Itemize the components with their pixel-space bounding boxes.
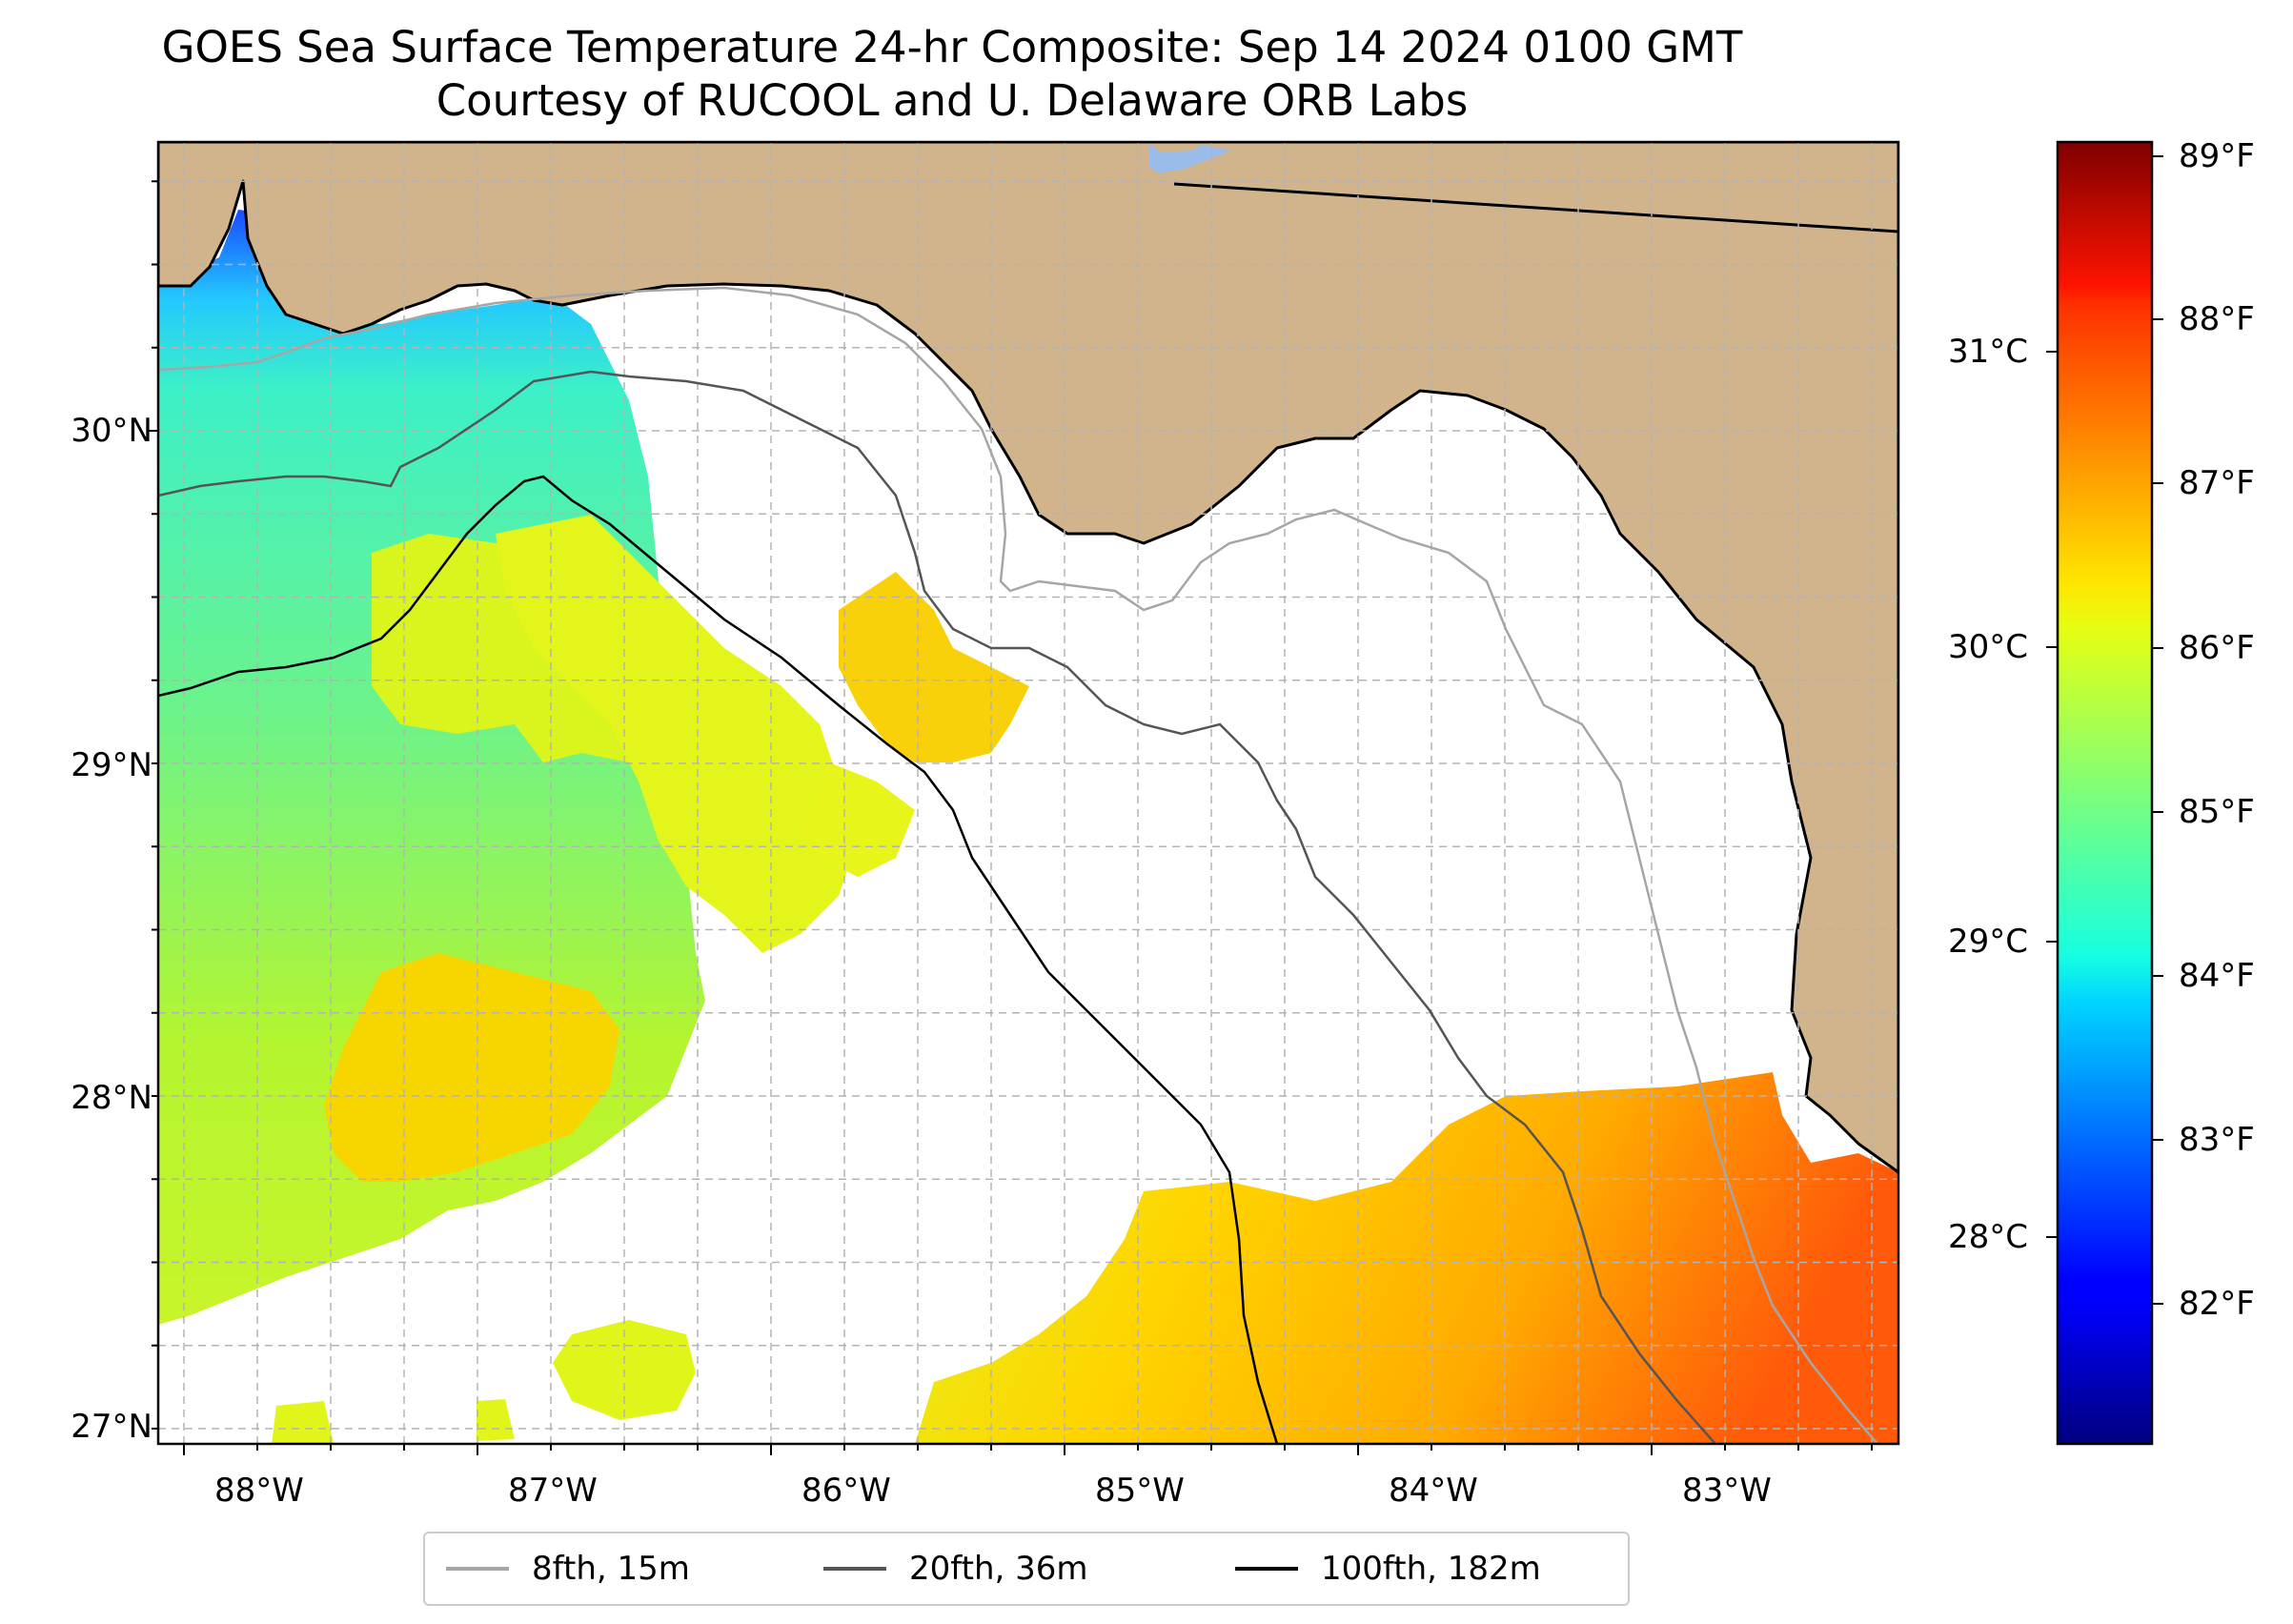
map-gridlines xyxy=(158,142,1898,1444)
legend-label-100fth: 100fth, 182m xyxy=(1321,1550,1541,1588)
isobath-20fth xyxy=(158,370,1716,1444)
legend-label-20fth: 20fth, 36m xyxy=(909,1550,1088,1588)
legend-item-100fth: 100fth, 182m xyxy=(1235,1533,1541,1604)
figure-subtitle: Courtesy of RUCOOL and U. Delaware ORB L… xyxy=(436,75,1469,126)
colorbar-label-87f: 87°F xyxy=(2179,464,2255,502)
map-frame xyxy=(156,140,1900,1446)
figure-title: GOES Sea Surface Temperature 24-hr Compo… xyxy=(161,22,1743,72)
legend-swatch-100fth xyxy=(1235,1567,1298,1571)
colorbar-label-30c: 30°C xyxy=(1947,628,2028,666)
lon-label-83w: 83°W xyxy=(1682,1472,1772,1510)
colorbar-label-28c: 28°C xyxy=(1947,1218,2028,1256)
colorbar xyxy=(2056,140,2154,1446)
colorbar-label-86f: 86°F xyxy=(2179,629,2255,667)
colorbar-label-31c: 31°C xyxy=(1947,333,2028,371)
colorbar-label-84f: 84°F xyxy=(2179,957,2255,995)
sst-tiny-south-patch xyxy=(272,1401,334,1444)
lon-label-85w: 85°W xyxy=(1095,1472,1185,1510)
lon-label-84w: 84°W xyxy=(1389,1472,1478,1510)
sst-southeast-warm xyxy=(915,1072,1898,1444)
isobath-8fth xyxy=(158,286,1878,1444)
sst-midshelf-patch xyxy=(496,515,858,953)
legend-swatch-20fth xyxy=(823,1567,886,1571)
colorbar-label-83f: 83°F xyxy=(2179,1121,2255,1159)
lat-label-29n: 29°N xyxy=(71,746,152,784)
legend-item-8fth: 8fth, 15m xyxy=(446,1533,690,1604)
isobath-100fth xyxy=(158,475,1279,1444)
sst-south-west-warm xyxy=(324,953,619,1182)
lat-label-30n: 30°N xyxy=(71,412,152,450)
isobath-legend: 8fth, 15m 20fth, 36m 100fth, 182m xyxy=(423,1532,1630,1606)
sst-central-patch xyxy=(839,572,1029,762)
colorbar-label-85f: 85°F xyxy=(2179,793,2255,831)
colorbar-ticks xyxy=(2046,155,2163,1305)
legend-label-8fth: 8fth, 15m xyxy=(532,1550,690,1588)
legend-swatch-8fth xyxy=(446,1567,509,1571)
colorbar-label-88f: 88°F xyxy=(2179,300,2255,338)
lat-label-28n: 28°N xyxy=(71,1079,152,1117)
state-boundary-line xyxy=(1173,182,1898,233)
sst-central-low-patch xyxy=(801,762,915,877)
colorbar-label-89f: 89°F xyxy=(2179,137,2255,175)
colorbar-label-82f: 82°F xyxy=(2179,1285,2255,1323)
colorbar-label-29c: 29°C xyxy=(1947,923,2028,961)
legend-item-20fth: 20fth, 36m xyxy=(823,1533,1088,1604)
lon-label-86w: 86°W xyxy=(802,1472,891,1510)
lake-seminole xyxy=(1148,143,1231,173)
lon-label-88w: 88°W xyxy=(214,1472,304,1510)
map-ticks xyxy=(147,180,1873,1455)
sst-tiny-south-patch-2 xyxy=(477,1399,515,1441)
lon-label-87w: 87°W xyxy=(508,1472,598,1510)
lat-label-27n: 27°N xyxy=(71,1408,152,1446)
